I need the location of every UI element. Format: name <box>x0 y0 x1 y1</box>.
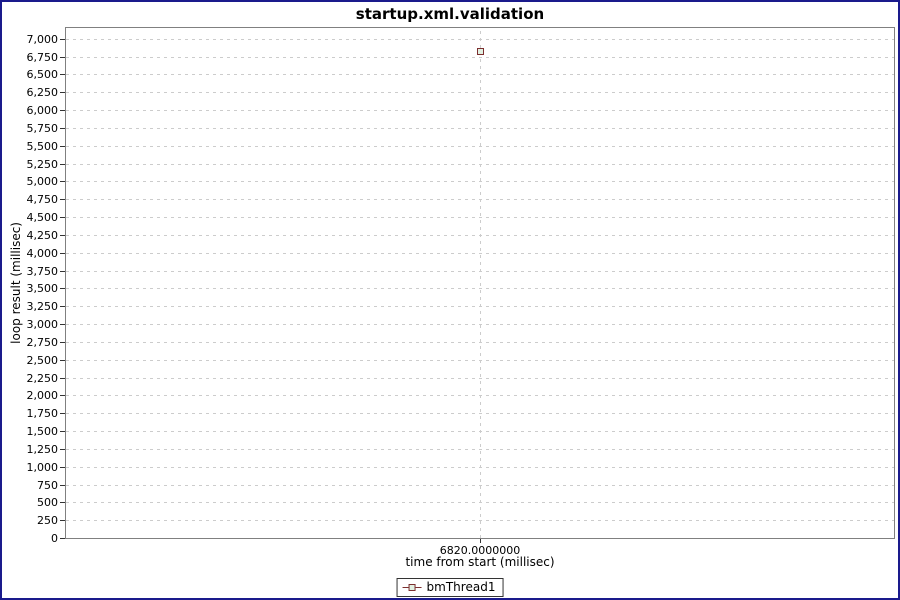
y-axis-tick <box>60 38 65 40</box>
y-axis-tick <box>60 520 65 522</box>
y-tick-label: 6,250 <box>26 86 59 100</box>
y-tick-label: 5,750 <box>26 121 59 135</box>
y-tick-label: 3,000 <box>26 318 59 331</box>
y-tick-label: 3,250 <box>26 300 59 314</box>
y-axis-tick <box>60 217 65 219</box>
y-tick-label: 5,500 <box>26 139 59 153</box>
gridline-vertical <box>480 28 481 538</box>
y-tick-label: 5,250 <box>26 157 59 171</box>
y-axis-tick <box>60 413 65 415</box>
y-tick-label: 6,000 <box>26 104 59 118</box>
y-tick-label: 1,000 <box>26 460 59 474</box>
x-axis-title: time from start (millisec) <box>405 555 555 569</box>
y-tick-label: 2,000 <box>26 389 59 403</box>
x-axis-tick <box>480 539 481 543</box>
y-axis-tick <box>60 270 65 272</box>
y-tick-label: 5,000 <box>26 175 59 189</box>
y-axis-tick <box>60 377 65 379</box>
y-axis-tick <box>60 306 65 308</box>
y-axis-tick <box>60 199 65 201</box>
y-axis-tick <box>60 56 65 58</box>
y-tick-label: 750 <box>37 478 58 492</box>
y-tick-label: 250 <box>37 514 58 528</box>
plot-area: 0 250 500 750 1,000 1,250 1,500 1,750 2,000 2,250… <box>27 27 895 557</box>
y-tick-label: 4,500 <box>26 211 59 225</box>
y-axis-tick <box>60 92 65 94</box>
y-axis-tick <box>60 484 65 486</box>
y-tick-label: 2,500 <box>26 353 59 367</box>
data-point-marker <box>477 48 484 56</box>
y-axis-tick <box>60 324 65 325</box>
series-square-icon <box>408 584 416 591</box>
y-tick-label: 3,750 <box>26 264 59 278</box>
y-axis-tick <box>60 431 65 432</box>
y-axis-tick <box>60 466 65 468</box>
y-tick-label: 4,250 <box>26 228 59 242</box>
y-axis-tick <box>60 395 65 397</box>
legend: bmThread1 <box>396 578 504 597</box>
chart-title: startup.xml.validation <box>355 5 545 23</box>
y-tick-label: 4,750 <box>26 193 59 207</box>
y-axis-tick <box>60 448 65 450</box>
y-axis-tick <box>60 163 65 165</box>
y-tick-label: 2,750 <box>26 335 59 349</box>
y-axis-tick <box>60 252 65 254</box>
y-axis-tick <box>60 502 65 504</box>
series-marker-icon <box>402 584 422 591</box>
y-tick-label: 1,250 <box>26 442 59 456</box>
y-axis-tick <box>60 74 65 76</box>
legend-series-label: bmThread1 <box>426 580 496 594</box>
y-axis-tick <box>60 341 65 343</box>
y-axis-tick <box>60 110 65 112</box>
y-tick-label: 500 <box>37 496 58 510</box>
y-tick-label: 4,000 <box>26 246 59 260</box>
y-tick-label: 6,500 <box>26 68 59 82</box>
y-tick-label: 1,750 <box>26 407 59 421</box>
y-tick-label: 0 <box>51 532 58 545</box>
y-axis-tick <box>60 359 65 361</box>
y-axis-tick <box>60 234 65 236</box>
y-axis-tick <box>60 145 65 147</box>
y-axis-tick <box>60 127 65 129</box>
y-axis-tick <box>60 181 65 183</box>
y-tick-label: 6,750 <box>26 50 59 64</box>
y-axis-tick <box>60 288 65 290</box>
y-axis-tick <box>60 538 65 539</box>
y-tick-label: 3,500 <box>26 282 59 296</box>
y-tick-label: 1,500 <box>26 425 59 438</box>
y-tick-label: 2,250 <box>26 371 59 385</box>
y-tick-label: 7,000 <box>26 32 59 46</box>
x-tick-label: 6820.0000000 <box>439 544 521 557</box>
